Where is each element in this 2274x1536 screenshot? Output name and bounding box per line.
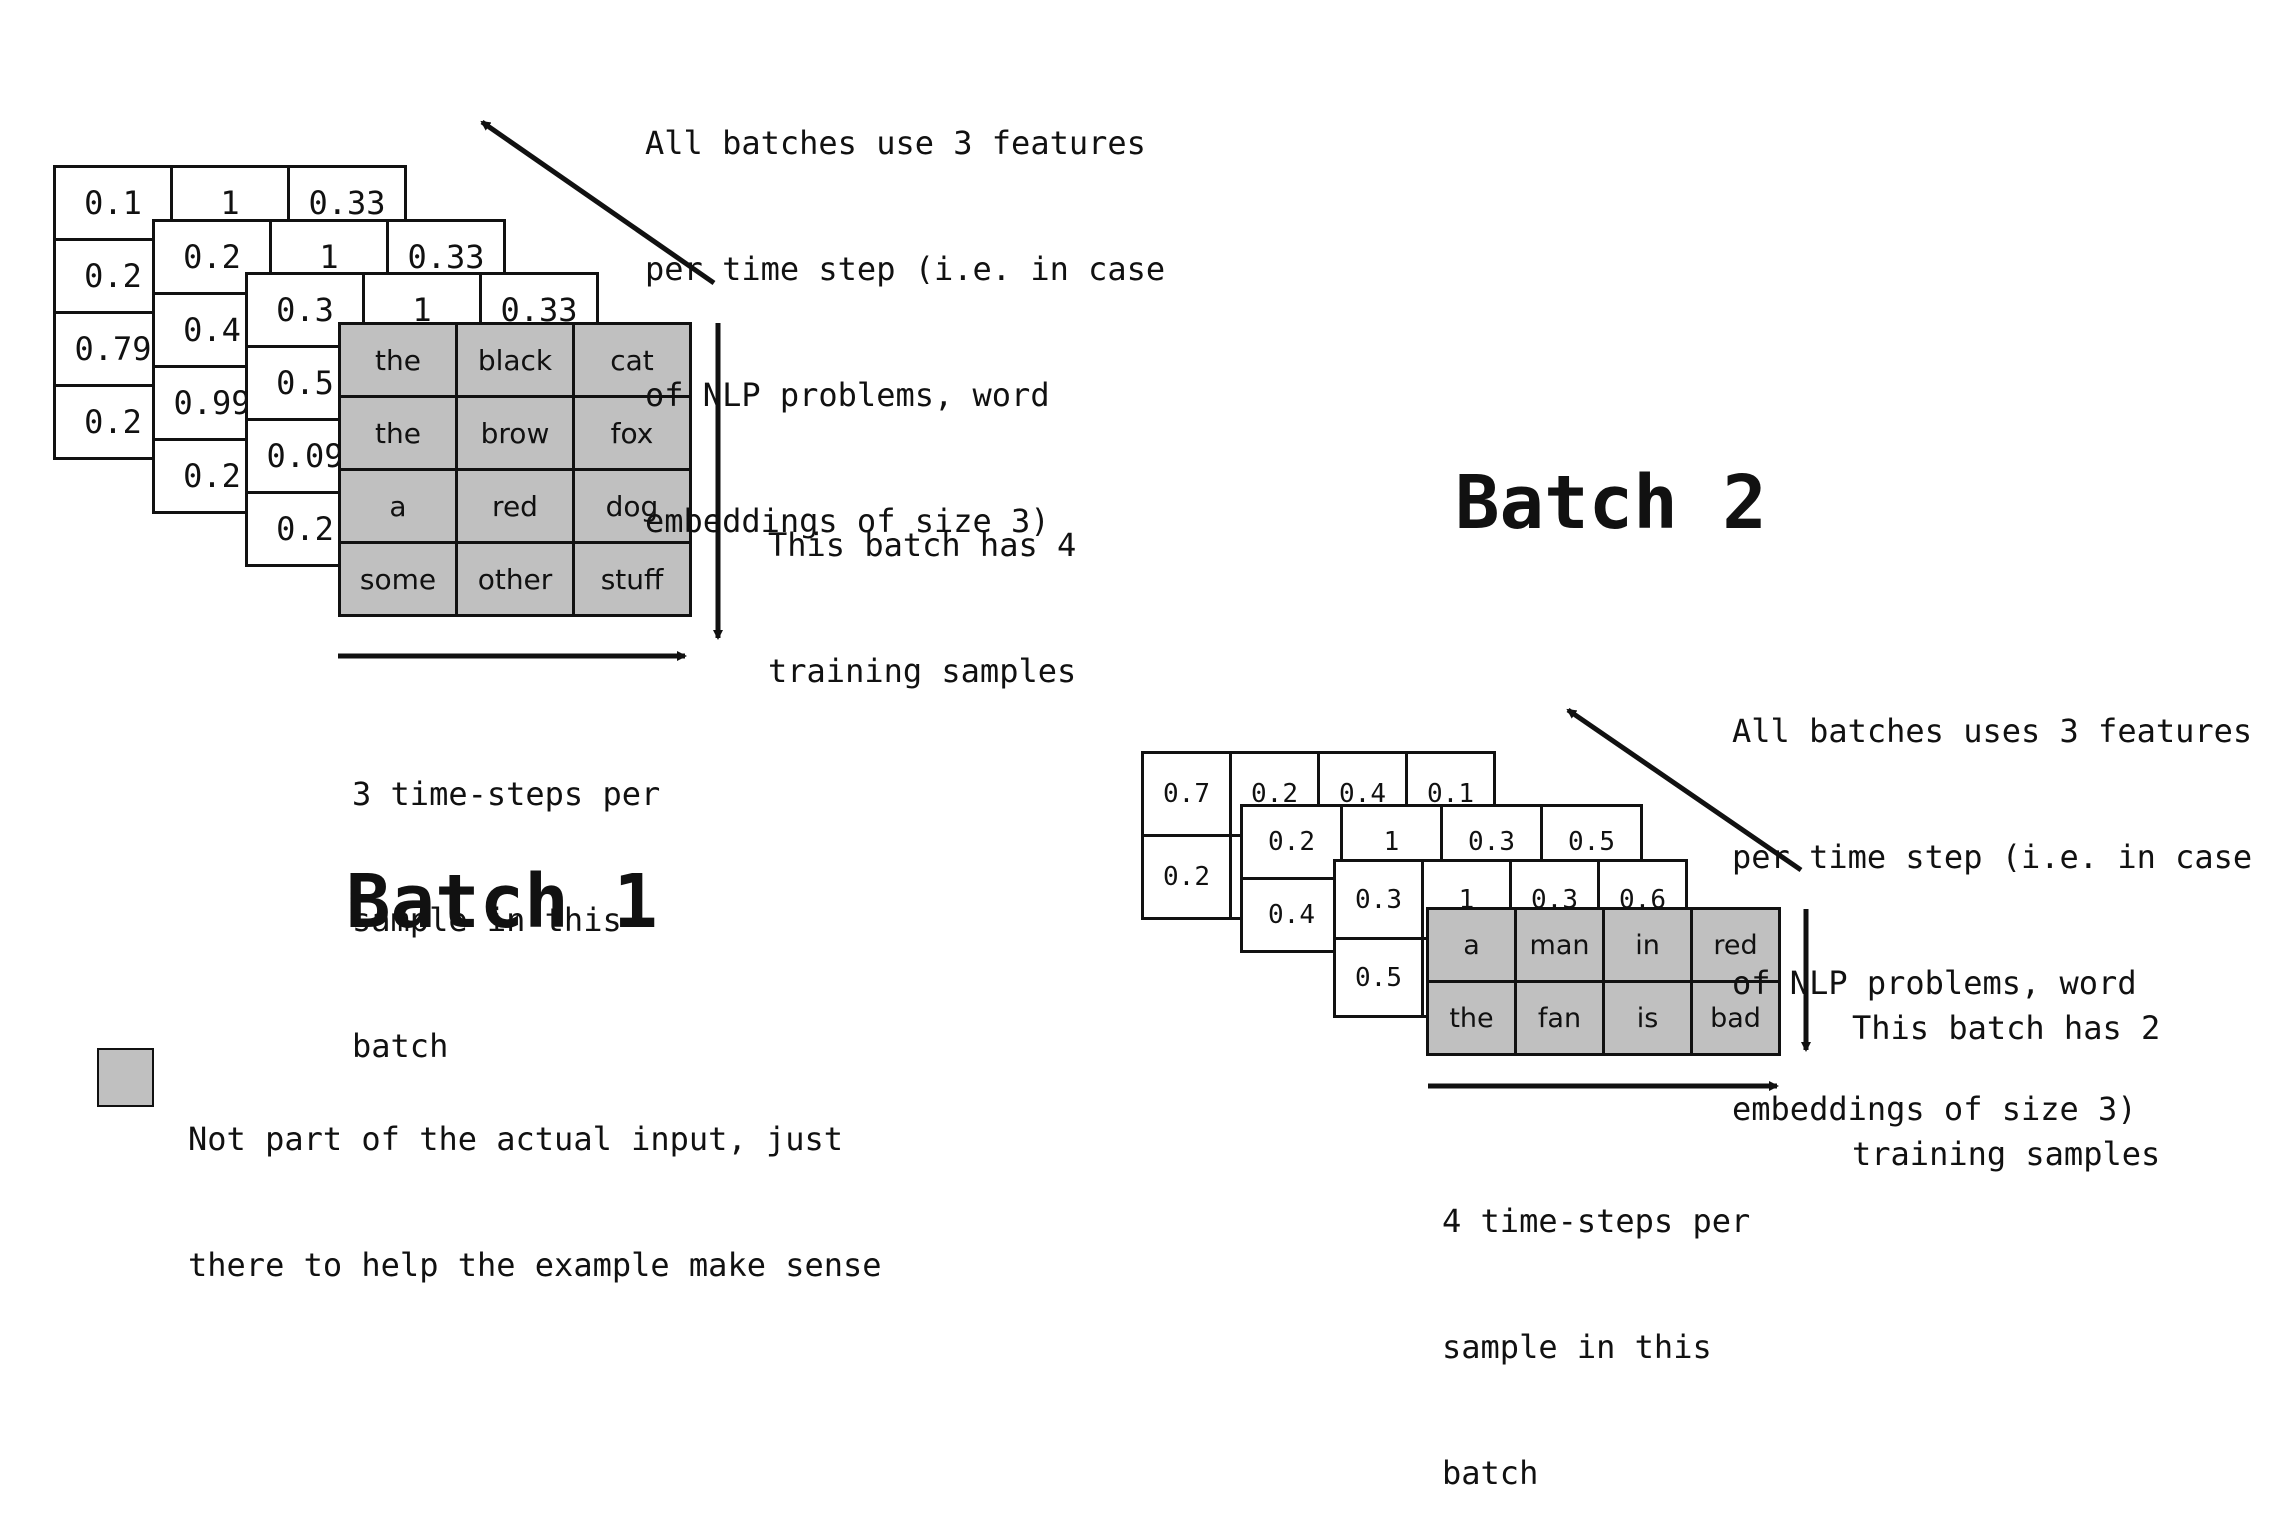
batch1-word-grid-cell-r4-c1: some <box>341 544 458 617</box>
legend-swatch <box>97 1048 154 1107</box>
batch2-feature-layer-2-cell-r1-c1: 0.2 <box>1243 807 1343 880</box>
arrows-layer <box>338 119 1811 1091</box>
batch2-features-note: All batches uses 3 features per time ste… <box>1732 712 2253 1128</box>
batch1-timesteps-note: 3 time-steps per sample in this batch <box>352 775 661 1065</box>
batch1-feature-layer-3-cell-r4-c1: 0.2 <box>248 494 365 567</box>
batch1-word-grid-cell-r2-c3: fox <box>575 398 692 471</box>
batch1-word-grid-cell-r3-c2: red <box>458 471 575 544</box>
batch1-feature-layer-3-cell-r1-c1: 0.3 <box>248 275 365 348</box>
batch2-feature-layer-1-cell-r1-c1: 0.7 <box>1144 754 1232 837</box>
batch2-word-grid-cell-r2-c4: bad <box>1693 983 1781 1056</box>
batch1-word-grid-cell-r2-c2: brow <box>458 398 575 471</box>
batch2-word-grid: a man in red the fan is bad <box>1426 907 1781 1056</box>
batch2-title: Batch 2 <box>1455 460 1767 546</box>
batch1-word-grid-cell-r1-c2: black <box>458 325 575 398</box>
batch2-word-grid-cell-r2-c2: fan <box>1517 983 1605 1056</box>
batch2-word-grid-cell-r2-c3: is <box>1605 983 1693 1056</box>
batch2-samples-note: This batch has 2 training samples <box>1852 1009 2161 1173</box>
batch2-feature-layer-1-cell-r2-c1: 0.2 <box>1144 837 1232 920</box>
batch1-feature-layer-2-cell-r1-c1: 0.2 <box>155 222 272 295</box>
batch1-feature-layer-1-cell-r1-c1: 0.1 <box>56 168 173 241</box>
legend-text: Not part of the actual input, just there… <box>188 1120 882 1284</box>
batch1-word-grid-cell-r3-c1: a <box>341 471 458 544</box>
batch2-word-grid-cell-r1-c4: red <box>1693 910 1781 983</box>
batch1-word-grid-cell-r4-c2: other <box>458 544 575 617</box>
batch2-feature-layer-3-cell-r1-c1: 0.3 <box>1336 862 1424 940</box>
batch1-word-grid-cell-r3-c3: dog <box>575 471 692 544</box>
batch1-samples-note: This batch has 4 training samples <box>768 526 1077 690</box>
batch1-word-grid-cell-r4-c3: stuff <box>575 544 692 617</box>
batch2-word-grid-cell-r1-c3: in <box>1605 910 1693 983</box>
batch1-word-grid: the black cat the brow fox a red dog some other stu… <box>338 322 692 617</box>
batch2-timesteps-note: 4 time-steps per sample in this batch <box>1442 1202 1751 1492</box>
batch1-word-grid-cell-r2-c1: the <box>341 398 458 471</box>
batch2-feature-layer-3-cell-r2-c1: 0.5 <box>1336 940 1424 1018</box>
batch1-feature-layer-1-cell-r3-c1: 0.79 <box>56 314 173 387</box>
batch1-features-arrow <box>480 119 716 286</box>
batch1-title: Batch 1 <box>346 859 658 945</box>
batch2-word-grid-cell-r1-c2: man <box>1517 910 1605 983</box>
batch1-word-grid-cell-r1-c3: cat <box>575 325 692 398</box>
batch1-word-grid-cell-r1-c1: the <box>341 325 458 398</box>
batch2-features-arrow <box>1566 707 1803 873</box>
batch1-features-note: All batches use 3 features per time step… <box>645 124 1166 540</box>
batch2-word-grid-cell-r1-c1: a <box>1429 910 1517 983</box>
batch2-word-grid-cell-r2-c1: the <box>1429 983 1517 1056</box>
